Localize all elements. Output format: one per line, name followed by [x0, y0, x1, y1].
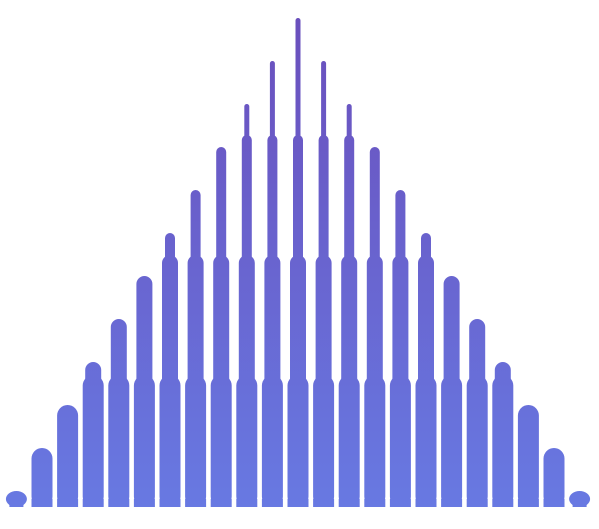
bar-base — [108, 499, 130, 507]
bar-segment — [165, 233, 175, 507]
bar-segment — [369, 147, 380, 507]
bar-segment — [136, 276, 153, 507]
bar-base — [364, 499, 386, 507]
bar-segment — [57, 405, 79, 507]
bar-base — [338, 499, 360, 507]
bar-base — [389, 499, 411, 507]
bar-base — [159, 499, 181, 507]
bar-segment — [395, 190, 406, 507]
bar-base — [441, 499, 463, 507]
bar-segment — [443, 276, 460, 507]
bar-segment — [517, 405, 539, 507]
bar-segment — [31, 448, 53, 507]
bar-base — [133, 499, 155, 507]
bar-base — [313, 499, 335, 507]
bar-base — [415, 499, 437, 507]
bar-base — [82, 499, 104, 507]
bar-base — [517, 499, 539, 507]
bar-base — [57, 499, 79, 507]
bar-base — [9, 499, 24, 507]
bar-base — [572, 499, 587, 507]
bar-segment — [110, 319, 127, 507]
bar-segment — [346, 104, 352, 507]
bar-base — [236, 499, 258, 507]
bar-segment — [216, 147, 227, 507]
bar-segment — [543, 448, 565, 507]
bar-base — [185, 499, 207, 507]
bar-segment — [469, 319, 486, 507]
bar-segment — [295, 18, 301, 507]
bar-base — [287, 499, 309, 507]
bar-base — [543, 499, 565, 507]
bar-base — [31, 499, 53, 507]
bar-segment — [494, 362, 511, 507]
bar-segment — [421, 233, 431, 507]
bar-segment — [190, 190, 201, 507]
bar-base — [466, 499, 488, 507]
bar-base — [492, 499, 514, 507]
bar-segment — [85, 362, 102, 507]
bar-segment — [269, 61, 275, 507]
bar-segment — [321, 61, 327, 507]
bar-base — [261, 499, 283, 507]
bar-segment — [244, 104, 250, 507]
bar-base — [210, 499, 232, 507]
